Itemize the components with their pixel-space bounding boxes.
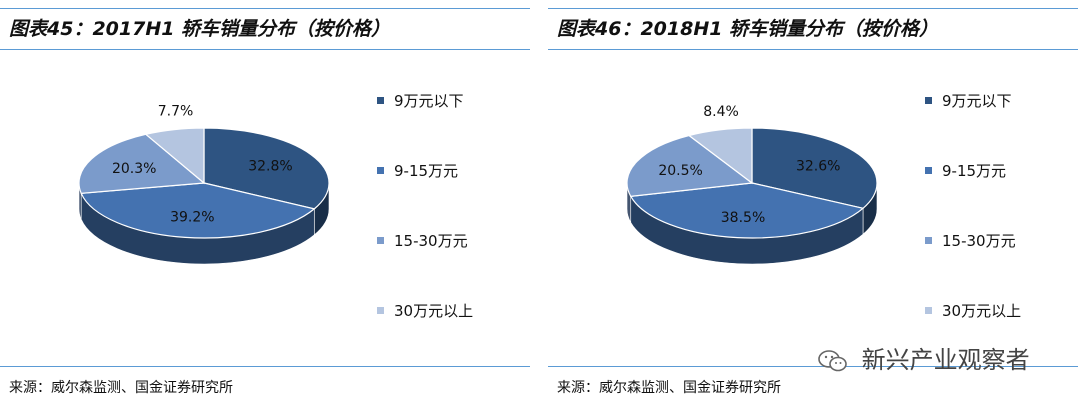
legend-label: 15-30万元 (942, 231, 1016, 250)
data-label: 39.2% (170, 210, 214, 226)
pie-slice-9-15万元 (629, 182, 865, 239)
legend-label: 9万元以下 (942, 91, 1012, 110)
legend-label: 9-15万元 (942, 161, 1007, 180)
chart-title: 图表46：2018H1 轿车销量分布（按价格） (557, 18, 939, 40)
legend-swatch (377, 166, 384, 174)
pie-slice-15-30万元 (78, 133, 206, 194)
legend-label: 30万元以上 (942, 301, 1022, 320)
legend-swatch (377, 96, 384, 104)
bottom-rule (0, 366, 530, 367)
data-label: 32.6% (796, 158, 840, 174)
chart-panel-2017: 图表45：2017H1 轿车销量分布（按价格） 32.8% 39.2% 20.3% 7… (0, 0, 530, 404)
pie-slice-9万元以下 (203, 127, 330, 210)
pie-slice-9-15万元 (80, 182, 316, 239)
legend-swatch (925, 166, 932, 174)
legend-item: 30万元以上 (925, 300, 1021, 320)
legend-swatch (925, 236, 932, 244)
pie-chart-2017: 32.8% 39.2% 20.3% 7.7% (78, 104, 330, 265)
legend-item: 15-30万元 (925, 230, 1016, 250)
legend-item: 9万元以下 (925, 90, 1012, 110)
data-label: 32.8% (248, 158, 292, 174)
top-rule (0, 8, 530, 9)
source-note: 来源：威尔森监测、国金证券研究所 (9, 380, 233, 396)
bottom-rule (548, 366, 1078, 367)
legend-item: 15-30万元 (377, 230, 468, 250)
pie-chart-2018: 32.6% 38.5% 20.5% 8.4% (626, 104, 878, 265)
legend-item: 9-15万元 (377, 160, 458, 180)
legend-item: 30万元以上 (377, 300, 473, 320)
title-rule (0, 49, 530, 50)
data-label: 20.5% (658, 163, 702, 179)
legend-label: 15-30万元 (394, 231, 468, 250)
chart-panel-2018: 图表46：2018H1 轿车销量分布（按价格） 32.6% 38.5% 20.5% 8… (548, 0, 1078, 404)
data-label: 8.4% (703, 104, 739, 120)
data-label: 38.5% (721, 210, 765, 226)
pie-slice-30万元以上 (144, 127, 205, 185)
legend-item: 9-15万元 (925, 160, 1006, 180)
source-note: 来源：威尔森监测、国金证券研究所 (557, 380, 781, 396)
top-rule (548, 8, 1078, 9)
legend-label: 9-15万元 (394, 161, 459, 180)
legend-label: 30万元以上 (394, 301, 474, 320)
pie-slice-9万元以下 (751, 127, 878, 209)
legend-swatch (377, 306, 384, 314)
legend-label: 9万元以下 (394, 91, 464, 110)
chart-title: 图表45：2017H1 轿车销量分布（按价格） (9, 18, 391, 40)
pie-slice-15-30万元 (626, 134, 754, 197)
data-label: 20.3% (112, 161, 156, 177)
legend-item: 9万元以下 (377, 90, 464, 110)
wechat-icon (818, 350, 847, 372)
watermark-text: 新兴产业观察者 (861, 346, 1030, 374)
data-label: 7.7% (158, 104, 194, 120)
legend-swatch (925, 96, 932, 104)
legend-swatch (377, 236, 384, 244)
pie-slice-30万元以上 (687, 127, 753, 185)
legend-swatch (925, 306, 932, 314)
watermark: 新兴产业观察者 (818, 340, 1030, 375)
title-rule (548, 49, 1078, 50)
